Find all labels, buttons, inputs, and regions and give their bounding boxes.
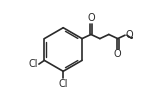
Text: Cl: Cl: [58, 79, 68, 89]
Text: O: O: [87, 13, 95, 23]
Text: O: O: [114, 49, 122, 59]
Text: O: O: [126, 30, 133, 40]
Text: Cl: Cl: [28, 59, 38, 69]
